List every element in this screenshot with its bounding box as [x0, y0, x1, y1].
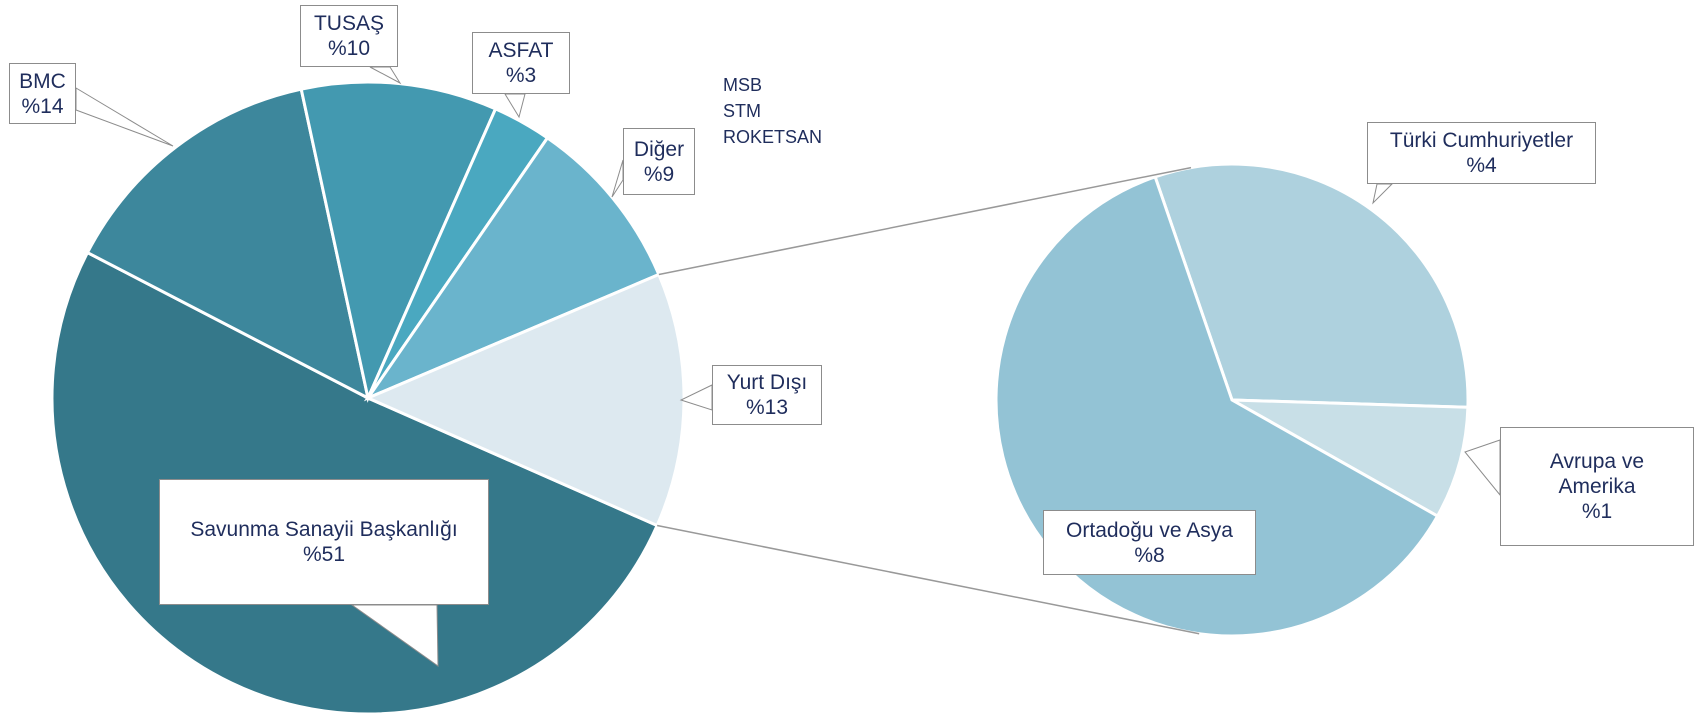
- data-label: Ortadoğu ve Asya %8: [1043, 510, 1256, 575]
- data-label: BMC %14: [9, 63, 76, 124]
- data-label: Yurt Dışı %13: [712, 365, 822, 425]
- label-category: ASFAT: [488, 39, 554, 62]
- callout-pointer: [75, 87, 174, 147]
- callout-pointer: [350, 604, 439, 667]
- connector-line: [656, 524, 1200, 635]
- data-label: TUSAŞ %10: [300, 5, 398, 67]
- connector-line: [658, 166, 1192, 276]
- pie-slice: [85, 87, 371, 401]
- label-value: %8: [1134, 543, 1165, 567]
- annotation: ROKETSAN: [723, 127, 823, 147]
- label-value: %10: [327, 37, 371, 60]
- label-category: Diğer: [633, 137, 685, 161]
- annotation: STM: [723, 101, 761, 121]
- label-value: %13: [745, 396, 789, 419]
- label-category: Avrupa ve Amerika: [1549, 450, 1645, 498]
- pie-slice: [1231, 398, 1470, 519]
- callout-pointer: [1464, 439, 1501, 497]
- callout-pointer: [369, 66, 402, 85]
- label-category: BMC: [19, 69, 66, 93]
- label-category: Ortadoğu ve Asya: [1066, 518, 1233, 542]
- data-label: Diğer %9: [623, 128, 695, 195]
- callout-pointer: [679, 384, 713, 411]
- label-category: Savunma Sanayii Başkanlığı: [190, 518, 458, 541]
- pie-slice: [363, 135, 661, 402]
- label-value: %9: [643, 162, 675, 186]
- label-category: Türki Cumhuriyetler: [1389, 129, 1574, 152]
- label-value: %1: [1581, 500, 1613, 523]
- data-label: Savunma Sanayii Başkanlığı %51: [159, 479, 489, 605]
- label-value: %51: [302, 543, 346, 566]
- label-value: %14: [21, 94, 64, 118]
- label-category: Yurt Dışı: [726, 371, 808, 394]
- label-category: TUSAŞ: [313, 12, 384, 35]
- data-label: Avrupa ve Amerika %1: [1500, 427, 1694, 546]
- label-value: %4: [1466, 154, 1497, 177]
- callout-pointer: [1372, 183, 1394, 205]
- data-label: Türki Cumhuriyetler %4: [1367, 122, 1596, 184]
- data-label: ASFAT %3: [472, 32, 570, 94]
- annotation: MSB: [723, 75, 763, 95]
- label-value: %3: [505, 64, 537, 87]
- pie-slice: [1153, 162, 1470, 409]
- pie-slice: [299, 80, 498, 403]
- callout-pointer: [611, 159, 624, 198]
- callout-pointer: [504, 93, 526, 119]
